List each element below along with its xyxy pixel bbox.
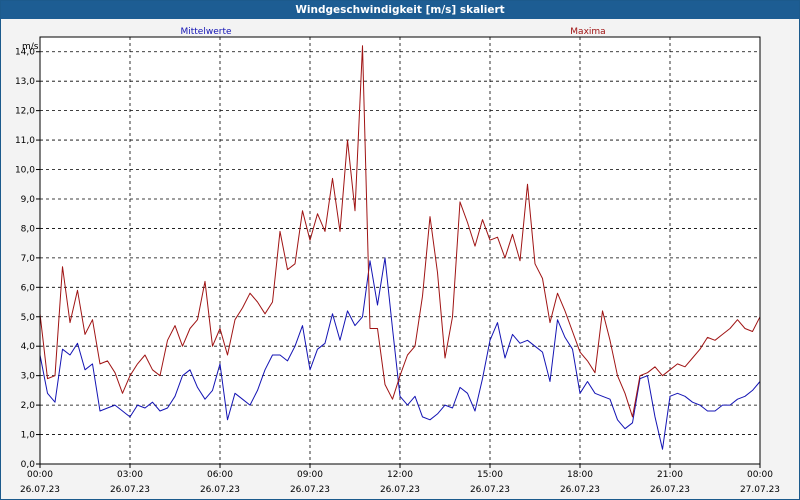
y-tick-label: 12,0 [15, 107, 35, 117]
y-axis-ticks: 0,0 1,0 2,0 3,0 4,0 5,0 6,0 7,0 8,0 9,0 10,0 11,0 12… [15, 48, 40, 470]
x-tick-time: 21:00 [657, 470, 683, 480]
x-tick-date: 26.07.23 [20, 485, 60, 495]
x-tick-date: 26.07.23 [470, 485, 510, 495]
x-tick-time: 15:00 [477, 470, 503, 480]
legend-mittelwerte: Mittelwerte [180, 27, 231, 37]
y-tick-label: 10,0 [15, 166, 35, 176]
x-tick-date: 26.07.23 [380, 485, 420, 495]
x-tick-time: 06:00 [207, 470, 233, 480]
series-lines [39, 45, 761, 450]
x-tick-date: 26.07.23 [290, 485, 330, 495]
x-axis-ticks: 00:00 26.07.23 03:00 26.07.23 06:00 26.07.23 0… [20, 464, 780, 495]
y-tick-label: 7,0 [21, 254, 36, 264]
x-tick-time: 12:00 [387, 470, 413, 480]
y-tick-label: 5,0 [21, 313, 36, 323]
y-tick-label: 3,0 [21, 372, 36, 382]
y-tick-label: 11,0 [15, 136, 35, 146]
y-tick-label: 4,0 [21, 342, 36, 352]
x-tick-date: 26.07.23 [650, 485, 690, 495]
x-tick-date: 27.07.23 [740, 485, 780, 495]
x-tick-date: 26.07.23 [110, 485, 150, 495]
x-tick-time: 09:00 [297, 470, 323, 480]
x-tick-time: 00:00 [747, 470, 773, 480]
plot-border [39, 36, 761, 465]
x-tick-time: 03:00 [117, 470, 143, 480]
x-tick-date: 26.07.23 [200, 485, 240, 495]
y-tick-label: 14,0 [15, 48, 35, 58]
series-mittelwerte-line [39, 257, 761, 450]
x-tick-time: 18:00 [567, 470, 593, 480]
y-tick-label: 9,0 [21, 195, 36, 205]
series-maxima-line [39, 45, 761, 418]
y-tick-label: 6,0 [21, 283, 36, 293]
y-tick-label: 1,0 [21, 431, 36, 441]
window-title: Windgeschwindigkeit [m/s] skaliert [1, 1, 799, 19]
legend-maxima: Maxima [570, 27, 605, 37]
y-axis-label: m/s [22, 42, 39, 52]
x-tick-date: 26.07.23 [560, 485, 600, 495]
y-tick-label: 8,0 [21, 224, 36, 234]
x-tick-time: 00:00 [27, 470, 53, 480]
y-tick-label: 0,0 [21, 460, 36, 470]
y-tick-label: 2,0 [21, 401, 36, 411]
y-tick-label: 13,0 [15, 77, 35, 87]
